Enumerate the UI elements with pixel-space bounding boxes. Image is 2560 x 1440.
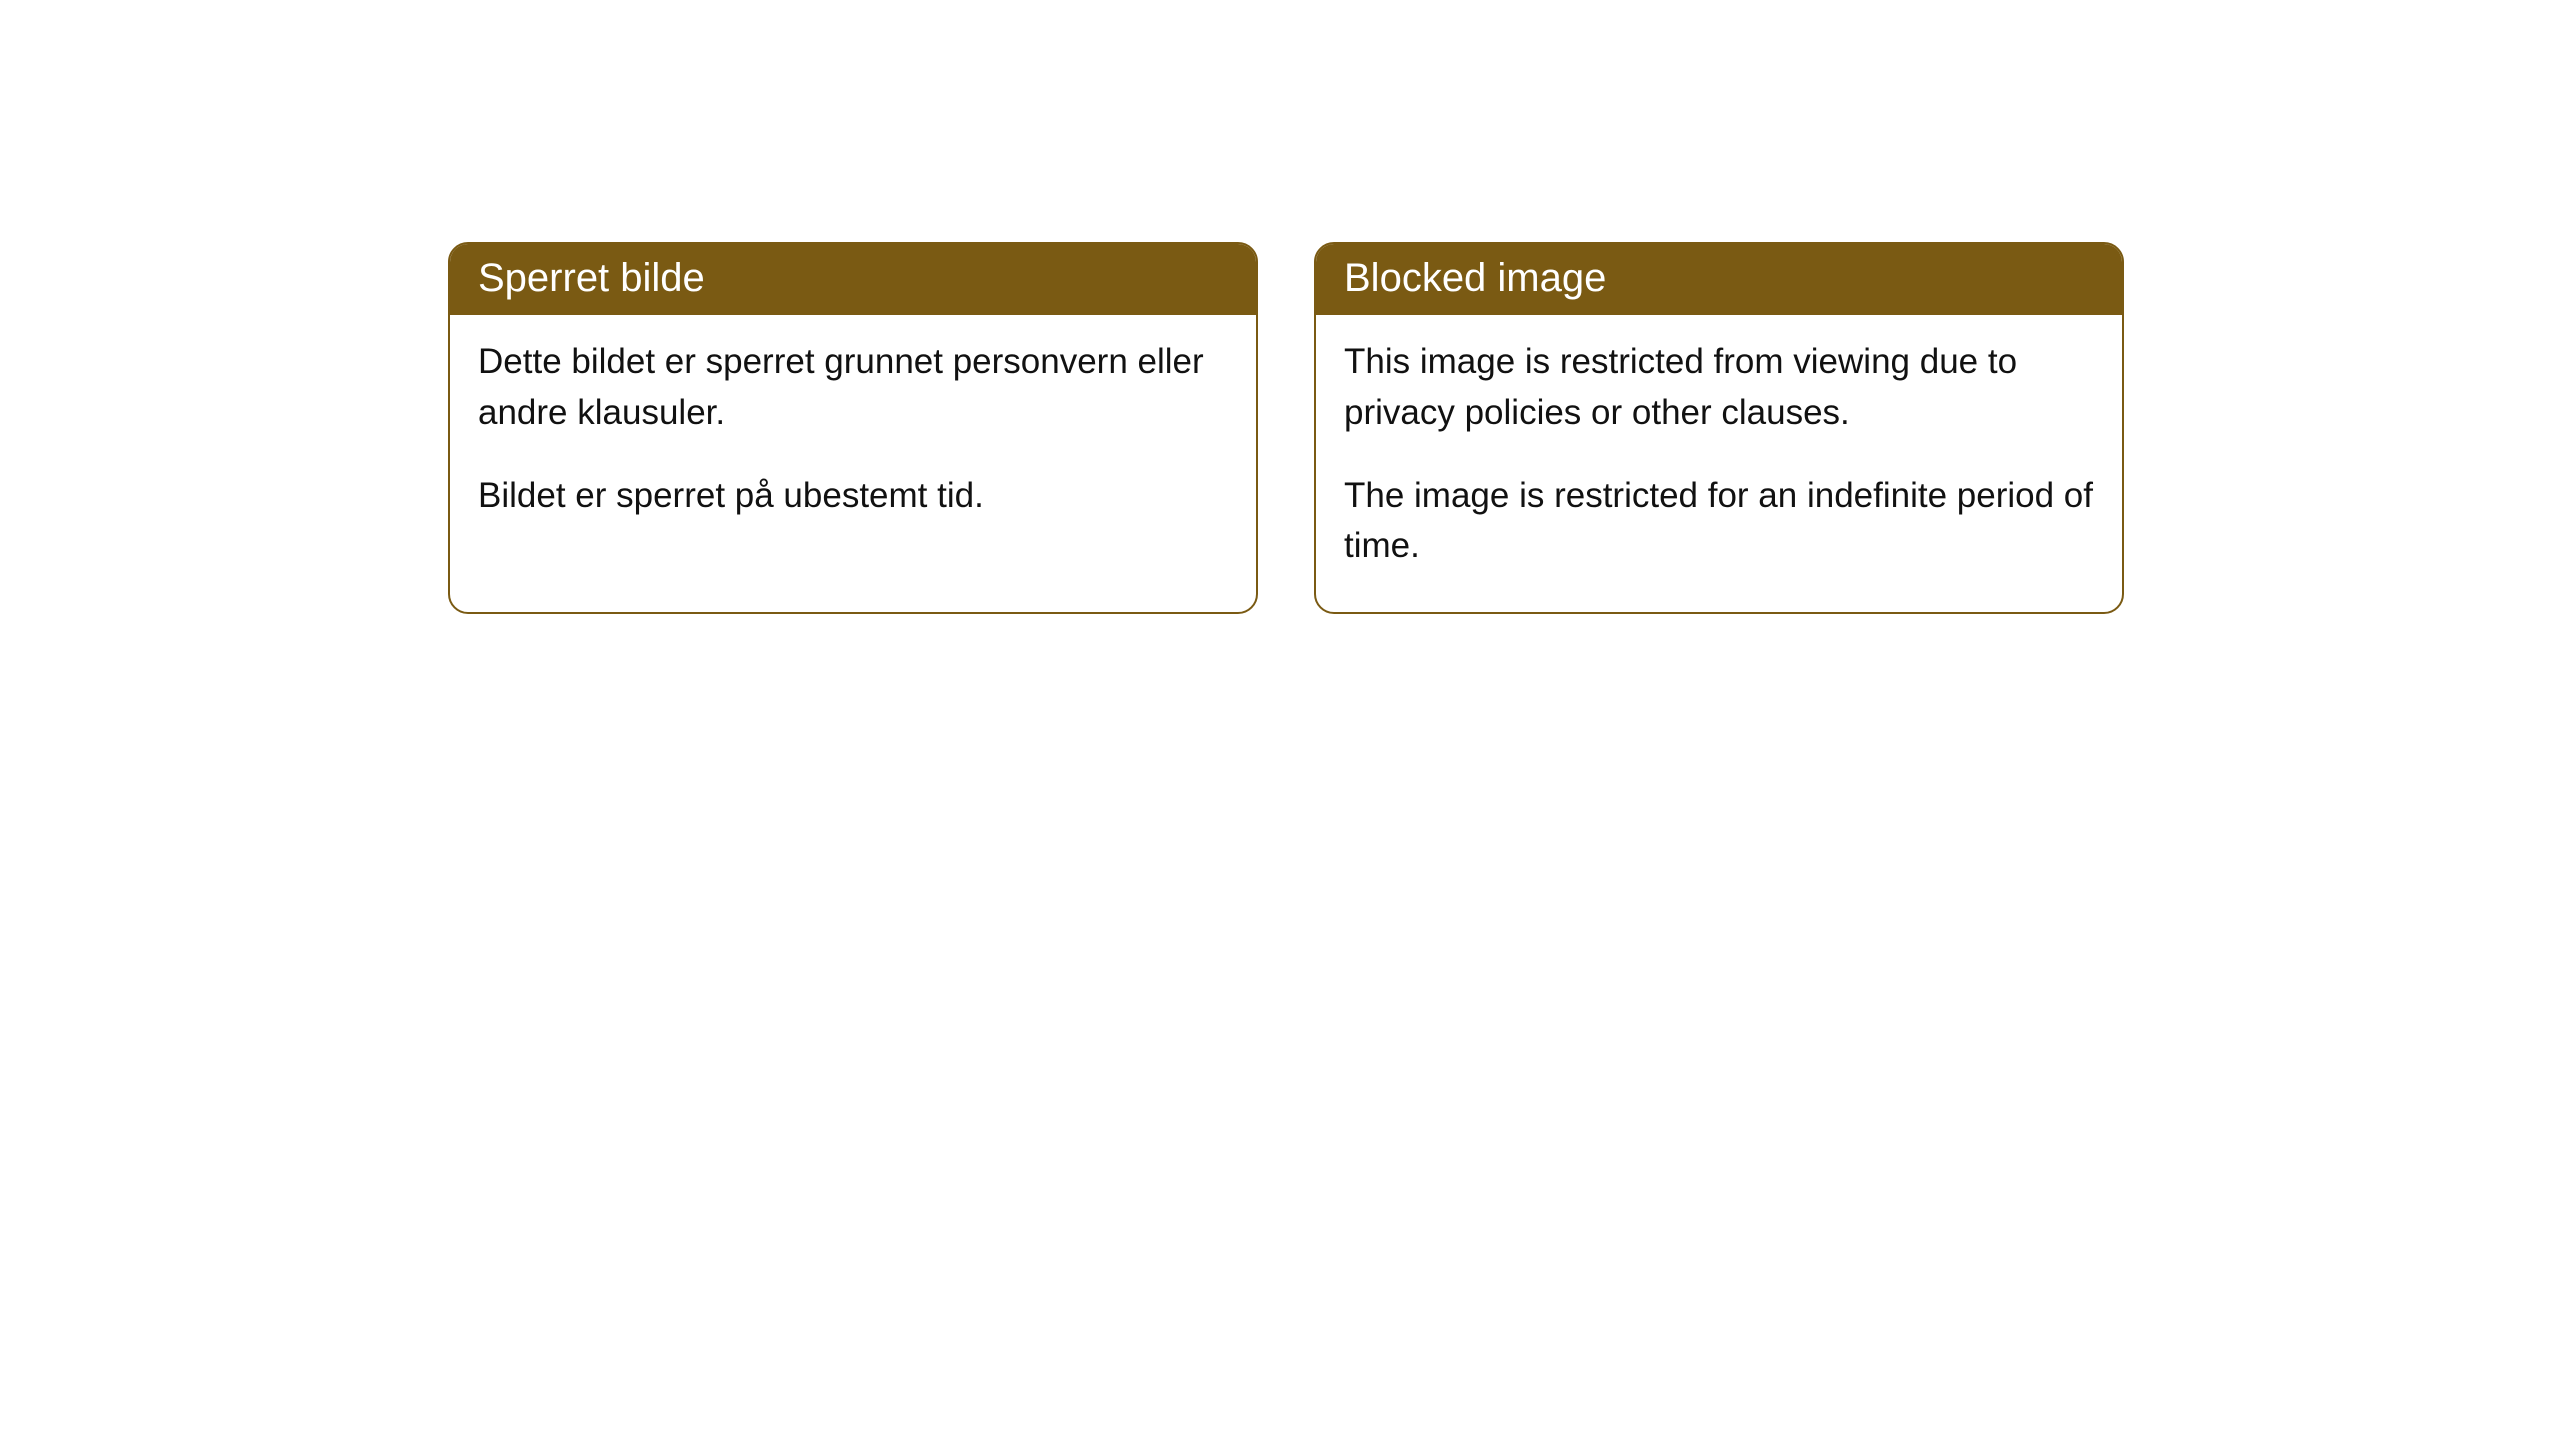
card-header: Blocked image — [1316, 244, 2122, 315]
card-paragraph: This image is restricted from viewing du… — [1344, 337, 2094, 439]
card-header: Sperret bilde — [450, 244, 1256, 315]
card-title: Blocked image — [1344, 256, 1606, 300]
card-body: This image is restricted from viewing du… — [1316, 315, 2122, 612]
notice-card-english: Blocked image This image is restricted f… — [1314, 242, 2124, 614]
card-paragraph: Dette bildet er sperret grunnet personve… — [478, 337, 1228, 439]
card-body: Dette bildet er sperret grunnet personve… — [450, 315, 1256, 561]
card-title: Sperret bilde — [478, 256, 705, 300]
notice-cards-container: Sperret bilde Dette bildet er sperret gr… — [0, 0, 2560, 614]
card-paragraph: Bildet er sperret på ubestemt tid. — [478, 471, 1228, 522]
notice-card-norwegian: Sperret bilde Dette bildet er sperret gr… — [448, 242, 1258, 614]
card-paragraph: The image is restricted for an indefinit… — [1344, 471, 2094, 573]
